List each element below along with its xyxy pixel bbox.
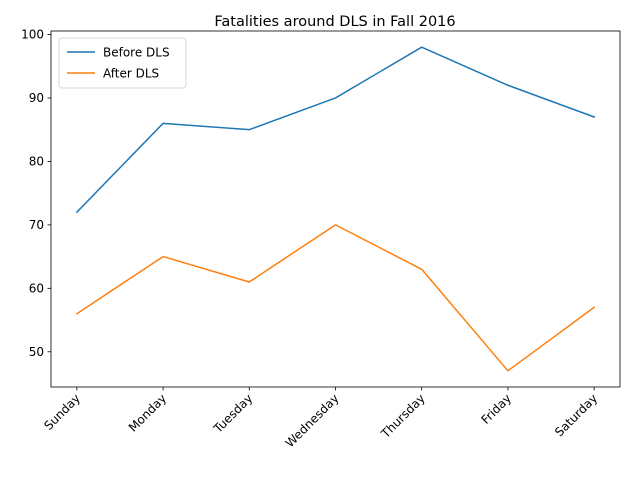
y-tick-label: 100 xyxy=(21,27,44,41)
axes: 50 60 70 80 90 100 Sunday Monday Tuesday Wednesda… xyxy=(21,27,621,450)
x-tick-label: Monday xyxy=(126,391,169,434)
y-tick-label: 50 xyxy=(29,345,44,359)
legend-label-2: After DLS xyxy=(103,67,159,81)
x-tick-label: Sunday xyxy=(41,391,83,433)
series-line-2 xyxy=(75,224,596,372)
plot-area xyxy=(75,46,596,372)
y-tick-label: 70 xyxy=(29,218,44,232)
x-tick-label: Saturday xyxy=(552,391,600,439)
x-tick-label: Tuesday xyxy=(210,391,255,436)
legend-box xyxy=(58,37,187,89)
series-line-1 xyxy=(75,46,596,214)
x-tick-label: Friday xyxy=(478,391,514,427)
y-tick-label: 60 xyxy=(29,281,44,295)
y-tick-label: 90 xyxy=(29,91,44,105)
legend: Before DLS After DLS xyxy=(58,37,187,89)
x-tick-label: Wednesday xyxy=(283,391,342,450)
chart-title: Fatalities around DLS in Fall 2016 xyxy=(214,14,455,30)
x-tick-label: Thursday xyxy=(378,391,428,441)
legend-label-1: Before DLS xyxy=(103,46,170,60)
y-tick-label: 80 xyxy=(29,154,44,168)
